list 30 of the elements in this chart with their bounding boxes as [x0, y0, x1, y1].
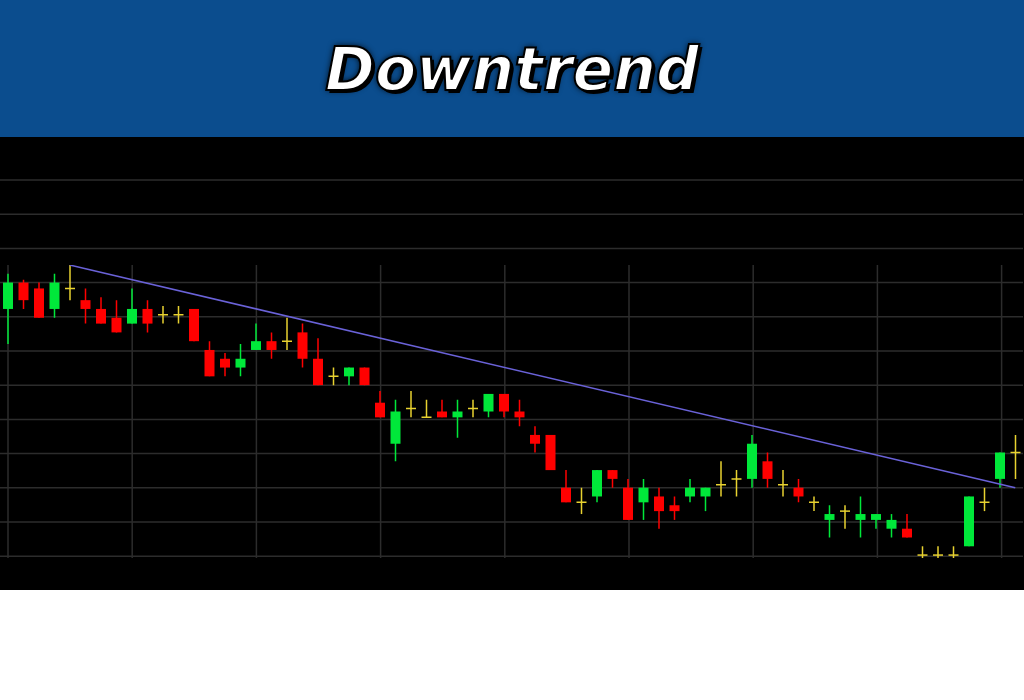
candlestick	[220, 352, 230, 378]
candlestick	[932, 545, 944, 558]
candlestick	[127, 287, 137, 325]
candlestick	[886, 513, 897, 539]
candlestick	[111, 299, 122, 334]
candlestick	[855, 495, 866, 539]
candlestick	[654, 486, 664, 530]
candlestick	[730, 469, 743, 498]
candlestick	[824, 504, 835, 539]
candlestick	[793, 478, 804, 504]
candlestick	[530, 425, 540, 454]
candlestick	[96, 296, 106, 325]
candlestick	[80, 287, 91, 325]
candlestick	[777, 469, 789, 498]
candlestick	[266, 331, 277, 360]
candlestick	[839, 504, 851, 530]
candlestick	[638, 478, 649, 521]
candlestick	[669, 495, 680, 521]
candlestick	[561, 469, 571, 504]
candlestick	[235, 343, 246, 378]
candlestick	[18, 278, 29, 310]
chart-title: Downtrend	[325, 33, 699, 104]
candlestick	[142, 299, 153, 334]
candlestick	[685, 478, 695, 504]
candlestick	[157, 305, 169, 325]
candlestick	[251, 322, 261, 351]
candlestick	[281, 316, 293, 351]
candlestick	[715, 460, 727, 498]
candlestick	[762, 451, 773, 489]
candlestick	[375, 390, 385, 419]
